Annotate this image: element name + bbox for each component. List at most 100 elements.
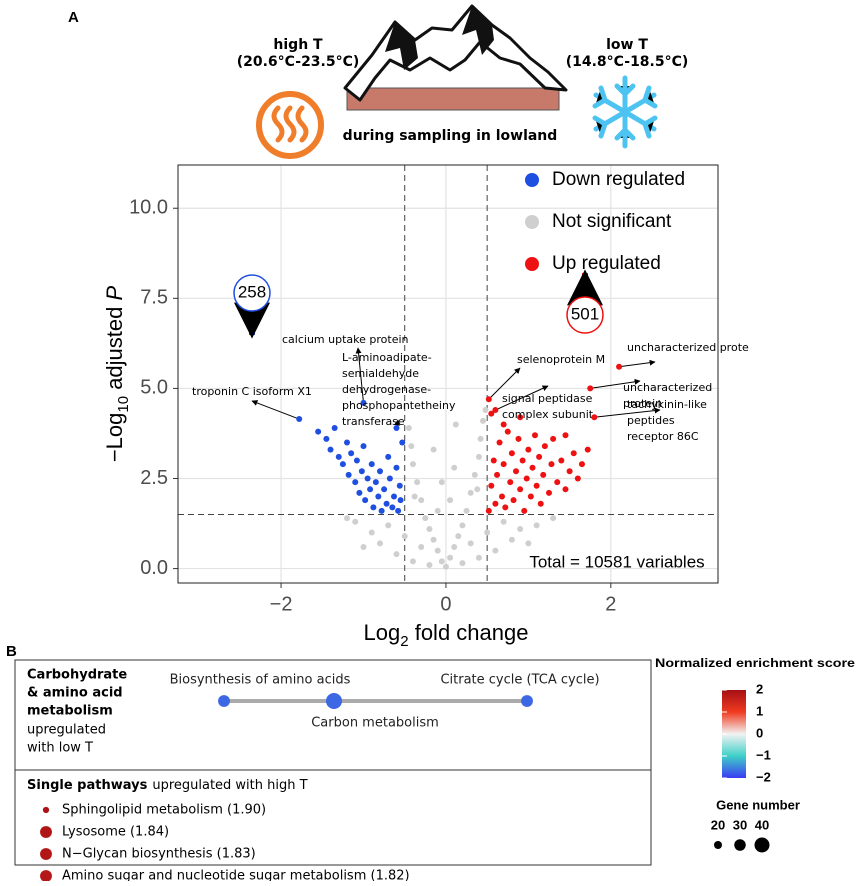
point	[455, 533, 461, 539]
gene-label: transferase	[342, 415, 405, 428]
point	[385, 454, 391, 460]
point	[395, 508, 401, 514]
point	[422, 515, 428, 521]
point	[414, 479, 420, 485]
point	[472, 472, 478, 478]
point	[550, 436, 556, 442]
point	[542, 443, 548, 449]
size-legend-dot	[755, 838, 770, 853]
point	[426, 526, 432, 532]
size-legend-dot	[714, 841, 722, 849]
point	[323, 436, 329, 442]
point	[534, 522, 540, 528]
header-text: (20.6°C-23.5°C)	[237, 54, 360, 70]
point	[585, 447, 591, 453]
gene-label: troponin C isoform X1	[192, 385, 312, 398]
point	[399, 439, 405, 445]
legend-label: Down regulated	[552, 169, 685, 190]
pathway-item: Sphingolipid metabolism (1.90)	[62, 803, 266, 818]
point	[328, 447, 334, 453]
pathway-label: Biosynthesis of amino acids	[170, 673, 351, 688]
point	[554, 479, 560, 485]
point	[497, 439, 503, 445]
colorbar-tick-label: 2	[756, 681, 763, 696]
pathway-item: N−Glycan biosynthesis (1.83)	[62, 847, 256, 862]
point	[389, 504, 395, 510]
pathway-label: Citrate cycle (TCA cycle)	[440, 673, 599, 688]
point	[483, 407, 489, 413]
pathway-dot	[40, 870, 52, 881]
panel-label: B	[6, 643, 17, 660]
legend-swatch	[525, 257, 539, 271]
point	[575, 476, 581, 482]
group-title: Carbohydrate	[27, 668, 127, 683]
point	[352, 479, 358, 485]
point	[365, 476, 371, 482]
point	[524, 476, 530, 482]
y-tick-label: 2.5	[140, 467, 168, 489]
gene-label: L-aminoadipate-	[342, 351, 432, 364]
point	[451, 465, 457, 471]
point	[538, 501, 544, 507]
size-legend-label: 30	[733, 817, 747, 832]
single-title: Single pathwaysupregulated with high T	[27, 778, 308, 793]
size-legend-dot	[734, 839, 746, 851]
header-text: (14.8°C-18.5°C)	[566, 54, 689, 70]
y-tick-label: 10.0	[129, 197, 168, 219]
point	[459, 522, 465, 528]
colorbar-tick-label: −2	[756, 769, 771, 784]
mountain	[345, 6, 566, 100]
pathway-item: Amino sugar and nucleotide sugar metabol…	[62, 869, 410, 882]
total-note: Total = 10581 variables	[529, 552, 704, 571]
point	[453, 421, 459, 427]
point	[468, 490, 474, 496]
single-title-bold: Single pathways	[27, 778, 148, 793]
point	[546, 490, 552, 496]
point	[567, 468, 573, 474]
point	[369, 530, 375, 536]
point	[379, 508, 385, 514]
gene-label: semialdehyde	[342, 367, 419, 380]
x-tick-label: 0	[440, 593, 451, 615]
point	[381, 486, 387, 492]
gene-label: peptides	[627, 414, 675, 427]
point	[418, 544, 424, 550]
point	[532, 432, 538, 438]
point	[488, 483, 494, 489]
point	[360, 443, 366, 449]
y-axis-title-part: P	[102, 286, 127, 301]
header-text: low T	[606, 37, 648, 53]
gene-label: receptor 86C	[627, 430, 699, 443]
header-illustration: high T (20.6°C-23.5°C) low T (14.8°C-18.…	[237, 6, 689, 156]
y-tick-label: 7.5	[140, 287, 168, 309]
point	[525, 540, 531, 546]
point	[315, 429, 321, 435]
point	[402, 533, 408, 539]
y-axis-title-part: 10	[115, 396, 132, 413]
point	[387, 476, 393, 482]
y-tick-label: 0.0	[140, 557, 168, 579]
point	[476, 555, 482, 561]
point	[373, 479, 379, 485]
y-axis-title-part: −Log	[102, 413, 127, 463]
legend-swatch	[525, 215, 539, 229]
group-title: & amino acid	[27, 686, 123, 701]
point	[447, 497, 453, 503]
size-legend-title: Gene number	[716, 797, 800, 812]
size-legend-label: 40	[755, 817, 769, 832]
point	[562, 432, 568, 438]
y-tick-label: 5.0	[140, 377, 168, 399]
point	[377, 468, 383, 474]
gene-label: uncharacterized	[623, 381, 712, 394]
panel-label: A	[68, 9, 79, 26]
pathway-dot	[40, 826, 52, 838]
point	[359, 468, 365, 474]
point	[410, 461, 416, 467]
point	[480, 418, 486, 424]
labeled-point	[616, 364, 622, 370]
point	[431, 447, 437, 453]
point	[513, 468, 519, 474]
point	[362, 497, 368, 503]
gene-label: phosphopantetheiny	[342, 399, 456, 412]
gene-label: uncharacterized prote	[627, 341, 749, 354]
